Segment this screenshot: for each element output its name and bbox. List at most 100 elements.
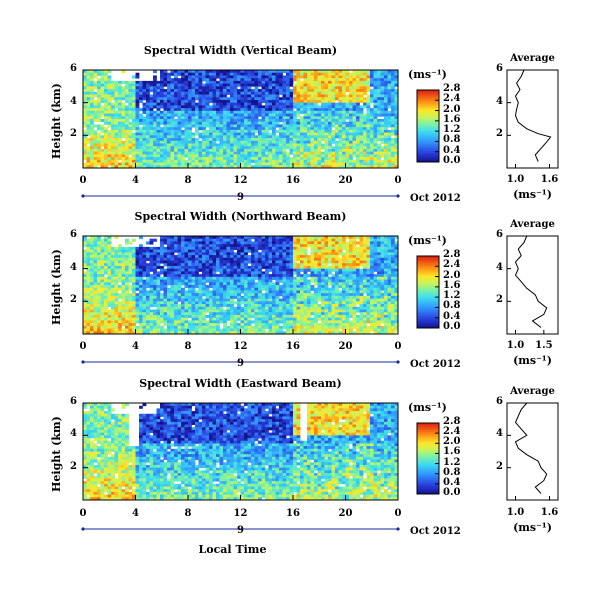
heatmap-cell: [107, 132, 112, 136]
heatmap-cell: [254, 244, 259, 248]
heatmap-cell: [125, 268, 129, 272]
heatmap-cell: [331, 124, 336, 128]
heatmap-cell: [93, 138, 98, 142]
heatmap-cell: [338, 244, 343, 248]
heatmap-cell: [279, 146, 283, 150]
heatmap-cell: [359, 249, 364, 253]
heatmap-cell: [342, 97, 346, 101]
heatmap-cell: [86, 132, 91, 136]
heatmap-cell: [391, 83, 395, 87]
heatmap-cell: [219, 70, 224, 74]
heatmap-cell: [345, 265, 350, 270]
heatmap-cell: [303, 99, 308, 104]
heatmap-cell: [216, 263, 220, 267]
heatmap-cell: [160, 70, 164, 74]
heatmap-cell: [86, 279, 91, 283]
heatmap-cell: [261, 285, 266, 289]
heatmap-cell: [170, 94, 175, 98]
heatmap-cell: [387, 244, 392, 248]
heatmap-cell: [170, 154, 175, 158]
heatmap-cell: [93, 274, 98, 278]
heatmap-cell: [349, 86, 353, 90]
heatmap-cell: [181, 83, 185, 87]
heatmap-cell: [114, 143, 119, 147]
heatmap-cell: [139, 146, 143, 150]
heatmap-cell: [146, 89, 150, 93]
heatmap-cell: [188, 116, 192, 120]
heatmap-cell: [202, 116, 206, 120]
heatmap-cell: [191, 274, 196, 278]
heatmap-cell: [352, 263, 357, 267]
heatmap-cell: [258, 290, 262, 294]
heatmap-cell: [240, 268, 245, 272]
heatmap-cell: [289, 89, 294, 93]
heatmap-cell: [391, 121, 395, 125]
heatmap-cell: [272, 116, 276, 120]
heatmap-cell: [289, 78, 294, 82]
heatmap-cell: [184, 86, 189, 90]
heatmap-cell: [373, 151, 378, 155]
heatmap-cell: [349, 246, 353, 251]
heatmap-cell: [251, 148, 255, 153]
heatmap-cell: [237, 99, 241, 104]
heatmap-cell: [240, 116, 245, 120]
heatmap-cell: [93, 102, 98, 106]
heatmap-cell: [156, 287, 161, 291]
heatmap-cell: [310, 263, 315, 267]
colorbar-swatch: [417, 147, 439, 150]
heatmap-cell: [345, 148, 350, 153]
heatmap-cell: [237, 78, 241, 82]
heatmap-cell: [111, 108, 115, 112]
heatmap-cell: [373, 274, 378, 278]
heatmap-cell: [261, 135, 266, 139]
heatmap-cell: [275, 102, 280, 106]
heatmap-cell: [363, 135, 367, 139]
heatmap-cell: [349, 75, 353, 79]
heatmap-cell: [86, 127, 91, 131]
heatmap-cell: [303, 105, 308, 109]
heatmap-cell: [167, 91, 171, 95]
heatmap-cell: [177, 124, 182, 128]
heatmap-cell: [247, 127, 252, 131]
heatmap-cell: [118, 80, 122, 85]
heatmap-cell: [86, 83, 91, 87]
heatmap-cell: [97, 140, 101, 144]
heatmap-cell: [370, 241, 374, 245]
heatmap-cell: [202, 146, 206, 150]
heatmap-cell: [356, 83, 360, 87]
heatmap-cell: [338, 97, 343, 101]
heatmap-cell: [275, 159, 280, 163]
heatmap-cell: [317, 246, 322, 251]
heatmap-cell: [125, 124, 129, 128]
heatmap-cell: [251, 89, 255, 93]
heatmap-cell: [167, 75, 171, 79]
heatmap-cell: [146, 154, 150, 158]
heatmap-cell: [184, 124, 189, 128]
heatmap-cell: [128, 135, 133, 139]
heatmap-cell: [216, 127, 220, 131]
heatmap-cell: [83, 271, 87, 275]
heatmap-cell: [384, 151, 388, 155]
heatmap-cell: [233, 279, 238, 283]
heatmap-cell: [83, 119, 87, 123]
heatmap-cell: [100, 285, 105, 289]
heatmap-cell: [265, 110, 269, 114]
heatmap-cell: [268, 108, 273, 112]
heatmap-cell: [338, 151, 343, 155]
heatmap-cell: [237, 260, 241, 264]
heatmap-cell: [272, 252, 276, 256]
heatmap-cell: [223, 293, 227, 297]
heatmap-cell: [314, 276, 318, 280]
heatmap-cell: [83, 70, 87, 74]
heatmap-cell: [335, 108, 339, 112]
heatmap-cell: [261, 241, 266, 245]
heatmap-cell: [247, 119, 252, 123]
heatmap-cell: [195, 113, 199, 117]
heatmap-cell: [226, 124, 231, 128]
heatmap-cell: [219, 244, 224, 248]
heatmap-cell: [380, 78, 385, 82]
heatmap-cell: [314, 274, 318, 278]
heatmap-cell: [139, 89, 143, 93]
heatmap-cell: [244, 113, 248, 117]
heatmap-cell: [160, 99, 164, 104]
